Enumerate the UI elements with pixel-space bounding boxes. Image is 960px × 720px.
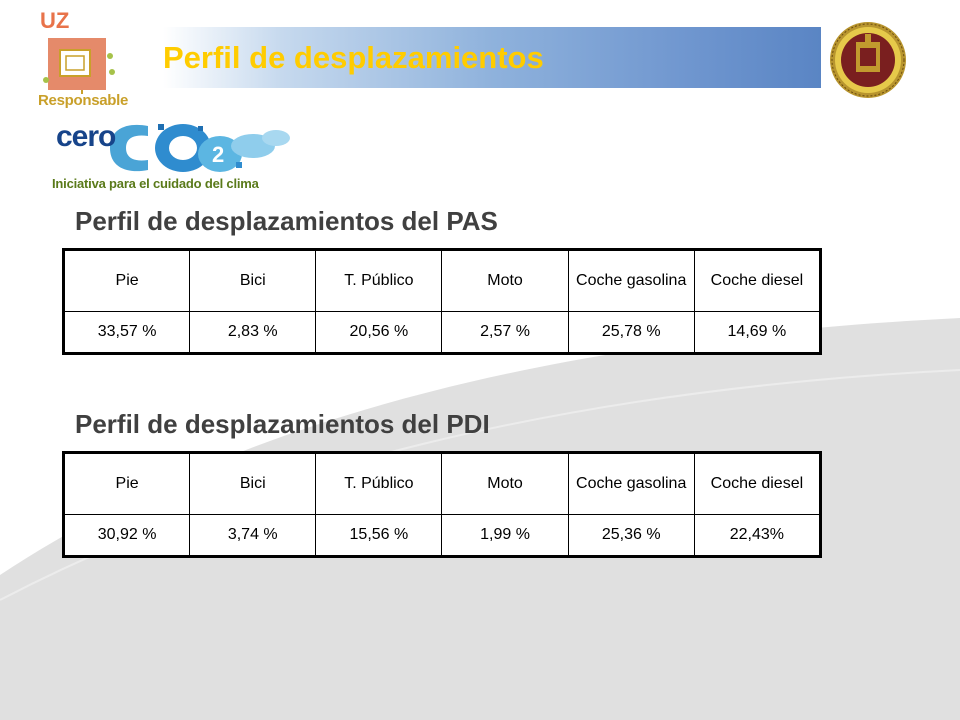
pas-table: Pie Bici T. Público Moto Coche gasolina …: [62, 248, 822, 355]
uz-logo-text: UZ: [40, 8, 70, 33]
table-cell: 15,56 %: [315, 514, 443, 557]
responsable-text: Responsable: [38, 92, 129, 109]
table-row: 33,57 % 2,83 % 20,56 % 2,57 % 25,78 % 14…: [62, 311, 822, 354]
table-header-cell: Bici: [189, 249, 317, 312]
table-header-cell: Pie: [62, 452, 191, 515]
table-cell: 3,74 %: [189, 514, 317, 557]
table-header-cell: Moto: [441, 249, 569, 312]
table-cell: 20,56 %: [315, 311, 443, 354]
table-cell: 25,36 %: [567, 514, 695, 557]
university-seal-icon: [830, 22, 906, 98]
table-header-row: Pie Bici T. Público Moto Coche gasolina …: [62, 249, 822, 312]
table-cell: 1,99 %: [441, 514, 569, 557]
table-header-cell: Coche gasolina: [567, 249, 695, 312]
ceroco2-logo: 2 cero Iniciativa para el cuidado del cl…: [48, 118, 293, 200]
table-row: 30,92 % 3,74 % 15,56 % 1,99 % 25,36 % 22…: [62, 514, 822, 557]
table-cell: 30,92 %: [62, 514, 191, 557]
section-title-pas: Perfil de desplazamientos del PAS: [75, 206, 498, 236]
table-header-cell: Moto: [441, 452, 569, 515]
cero-text: cero: [56, 120, 116, 153]
table-cell: 33,57 %: [62, 311, 191, 354]
svg-text:2: 2: [212, 142, 224, 167]
table-cell: 25,78 %: [567, 311, 695, 354]
pdi-table: Pie Bici T. Público Moto Coche gasolina …: [62, 451, 822, 558]
table-cell: 22,43%: [693, 514, 822, 557]
table-header-row: Pie Bici T. Público Moto Coche gasolina …: [62, 452, 822, 515]
table-header-cell: T. Público: [315, 249, 443, 312]
table-header-cell: Coche diesel: [693, 452, 822, 515]
uz-responsable-logo: UZ Responsable: [32, 8, 132, 112]
section-title-pdi: Perfil de desplazamientos del PDI: [75, 409, 490, 439]
table-cell: 2,83 %: [189, 311, 317, 354]
table-header-cell: Pie: [62, 249, 191, 312]
table-cell: 14,69 %: [693, 311, 822, 354]
table-header-cell: Bici: [189, 452, 317, 515]
co2-cloud-graphic: 2: [110, 124, 290, 172]
header-bar: [163, 27, 821, 88]
uz-logo-graphic: [43, 38, 115, 94]
table-cell: 2,57 %: [441, 311, 569, 354]
table-header-cell: Coche diesel: [693, 249, 822, 312]
cero-tagline: Iniciativa para el cuidado del clima: [52, 176, 259, 191]
table-header-cell: T. Público: [315, 452, 443, 515]
table-header-cell: Coche gasolina: [567, 452, 695, 515]
page-title: Perfil de desplazamientos: [163, 40, 544, 75]
